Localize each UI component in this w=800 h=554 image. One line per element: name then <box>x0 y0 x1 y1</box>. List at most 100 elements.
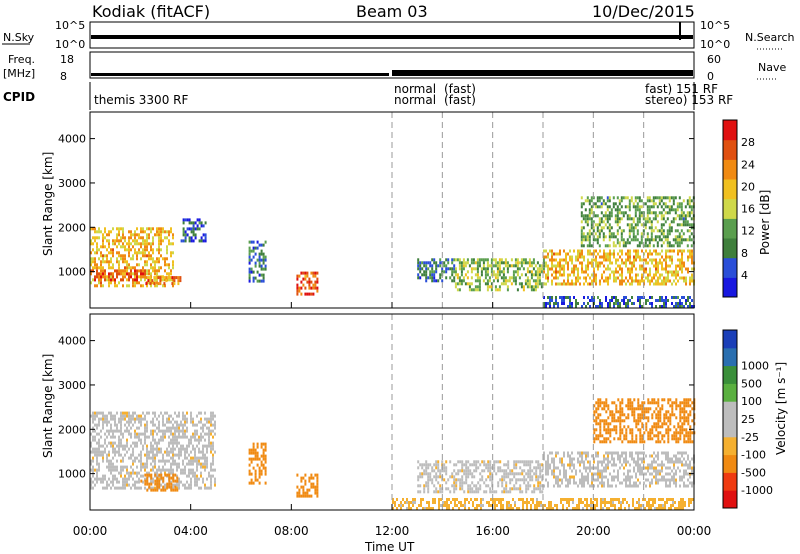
heatmap-cell-0-9 <box>648 205 651 209</box>
heatmap-cell-1-0 <box>152 456 154 460</box>
heatmap-cell-0-9 <box>606 199 609 203</box>
heatmap-cell-1-5 <box>585 466 587 470</box>
heatmap-cell-0-8 <box>545 255 547 259</box>
heatmap-cell-0-0 <box>140 251 142 255</box>
heatmap-cell-0-0 <box>148 257 150 261</box>
heatmap-cell-0-8 <box>635 258 637 262</box>
heatmap-cell-1-3 <box>306 488 309 492</box>
heatmap-cell-0-9 <box>664 235 667 239</box>
heatmap-cell-1-0 <box>172 417 174 421</box>
heatmap-cell-0-8 <box>621 276 623 280</box>
heatmap-cell-1-6 <box>605 431 608 435</box>
heatmap-cell-1-5 <box>595 472 597 476</box>
heatmap-cell-0-0 <box>154 233 156 237</box>
heatmap-cell-1-0 <box>120 432 122 436</box>
heatmap-cell-1-0 <box>124 486 126 490</box>
heatmap-cell-0-8 <box>683 276 685 280</box>
heatmap-cell-1-5 <box>639 451 641 455</box>
heatmap-cell-0-9 <box>686 223 689 227</box>
heatmap-cell-1-4 <box>541 490 544 494</box>
heatmap-cell-1-0 <box>176 462 178 466</box>
heatmap-cell-0-9 <box>624 241 627 245</box>
heatmap-cell-1-6 <box>627 425 630 429</box>
heatmap-cell-0-1 <box>104 278 106 282</box>
heatmap-cell-1-5 <box>575 481 577 485</box>
heatmap-cell-1-0 <box>114 414 116 418</box>
heatmap-cell-0-7 <box>518 276 521 280</box>
heatmap-cell-1-0 <box>158 438 160 442</box>
heatmap-cell-1-2 <box>250 457 253 461</box>
heatmap-cell-0-7 <box>458 261 461 265</box>
heatmap-cell-1-0 <box>212 435 214 439</box>
heatmap-cell-1-6 <box>635 440 638 444</box>
heatmap-cell-0-9 <box>664 205 667 209</box>
heatmap-cell-0-7 <box>474 261 477 265</box>
heatmap-cell-1-2 <box>258 457 261 461</box>
heatmap-cell-1-4 <box>423 463 426 467</box>
heatmap-cell-1-5 <box>633 481 635 485</box>
heatmap-cell-0-10 <box>687 296 689 299</box>
heatmap-cell-1-6 <box>593 410 596 414</box>
heatmap-cell-1-0 <box>138 477 140 481</box>
heatmap-cell-1-5 <box>641 460 643 464</box>
heatmap-cell-0-7 <box>464 261 467 265</box>
heatmap-cell-1-3 <box>316 479 319 483</box>
heatmap-cell-1-7 <box>412 498 414 501</box>
heatmap-cell-0-8 <box>609 252 611 256</box>
heatmap-cell-1-0 <box>194 447 196 451</box>
heatmap-cell-0-8 <box>543 255 545 259</box>
heatmap-cell-1-0 <box>122 465 124 469</box>
heatmap-cell-0-8 <box>575 282 577 286</box>
heatmap-cell-1-4 <box>521 490 524 494</box>
heatmap-cell-1-7 <box>660 498 662 501</box>
heatmap-cell-0-9 <box>580 220 583 224</box>
heatmap-cell-0-9 <box>676 235 679 239</box>
heatmap-cell-0-4 <box>256 240 259 244</box>
heatmap-cell-1-2 <box>264 472 267 476</box>
heatmap-cell-1-5 <box>661 466 663 470</box>
heatmap-cell-0-0 <box>100 230 102 234</box>
heatmap-cell-0-6 <box>429 264 432 268</box>
heatmap-cell-0-7 <box>484 267 487 271</box>
heatmap-cell-1-0 <box>110 435 112 439</box>
heatmap-cell-0-8 <box>605 258 607 262</box>
heatmap-cell-0-8 <box>609 267 611 271</box>
heatmap-cell-1-5 <box>547 469 549 473</box>
heatmap-cell-1-0 <box>134 429 136 433</box>
heatmap-cell-1-0 <box>170 480 172 484</box>
heatmap-cell-0-7 <box>516 261 519 265</box>
heatmap-cell-0-9 <box>636 205 639 209</box>
heatmap-cell-0-7 <box>480 270 483 274</box>
heatmap-cell-0-8 <box>599 261 601 265</box>
heatmap-cell-1-0 <box>158 420 160 424</box>
heatmap-cell-0-3 <box>190 230 193 234</box>
heatmap-cell-1-4 <box>503 487 506 491</box>
heatmap-cell-1-4 <box>525 463 528 467</box>
heatmap-cell-1-1 <box>156 479 159 483</box>
heatmap-cell-1-0 <box>206 450 208 454</box>
heatmap-cell-0-8 <box>681 270 683 274</box>
heatmap-cell-0-0 <box>122 227 124 231</box>
heatmap-cell-1-5 <box>675 469 677 473</box>
heatmap-cell-0-0 <box>122 260 124 264</box>
heatmap-cell-0-0 <box>116 251 118 255</box>
heatmap-cell-1-6 <box>667 401 670 405</box>
heatmap-cell-1-4 <box>529 472 532 476</box>
heatmap-cell-0-8 <box>631 261 633 265</box>
heatmap-cell-1-0 <box>186 447 188 451</box>
heatmap-cell-0-7 <box>498 267 501 271</box>
heatmap-cell-0-7 <box>522 261 525 265</box>
heatmap-cell-0-10 <box>651 305 653 308</box>
heatmap-cell-0-8 <box>545 261 547 265</box>
heatmap-cell-0-9 <box>678 238 681 242</box>
heatmap-cell-0-8 <box>565 255 567 259</box>
heatmap-cell-0-8 <box>605 267 607 271</box>
heatmap-cell-1-6 <box>607 437 610 441</box>
heatmap-cell-0-8 <box>557 261 559 265</box>
heatmap-cell-1-6 <box>651 413 654 417</box>
heatmap-cell-1-0 <box>182 447 184 451</box>
heatmap-cell-0-8 <box>595 279 597 283</box>
heatmap-cell-0-10 <box>681 302 683 305</box>
heatmap-cell-0-10 <box>569 296 571 299</box>
heatmap-cell-1-6 <box>681 407 684 411</box>
